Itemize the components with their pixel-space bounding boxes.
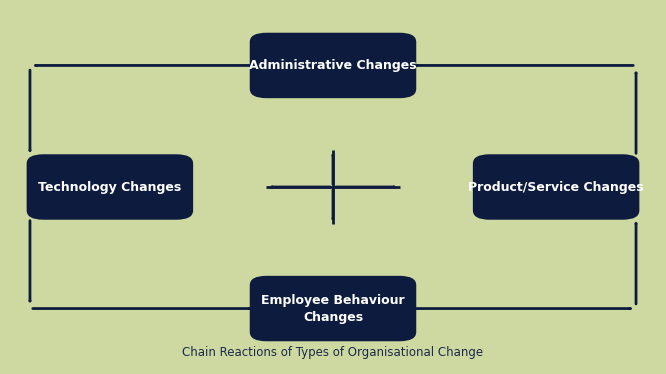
Text: Technology Changes: Technology Changes	[38, 181, 182, 193]
FancyBboxPatch shape	[473, 154, 639, 220]
FancyBboxPatch shape	[250, 33, 416, 98]
Text: Administrative Changes: Administrative Changes	[249, 59, 417, 72]
Text: Product/Service Changes: Product/Service Changes	[468, 181, 644, 193]
Text: Chain Reactions of Types of Organisational Change: Chain Reactions of Types of Organisation…	[182, 346, 484, 359]
FancyBboxPatch shape	[27, 154, 193, 220]
FancyBboxPatch shape	[250, 276, 416, 341]
Text: Employee Behaviour
Changes: Employee Behaviour Changes	[261, 294, 405, 324]
